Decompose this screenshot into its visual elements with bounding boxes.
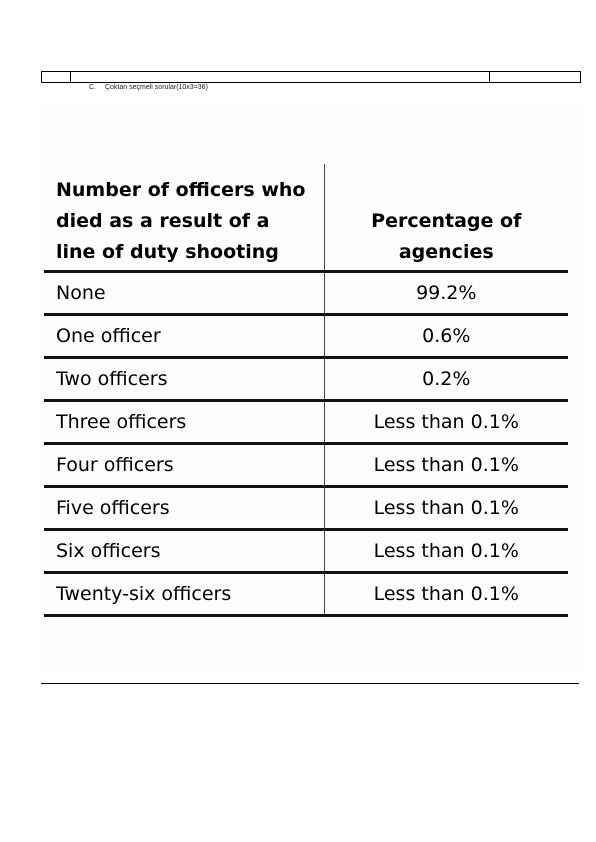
table-row: Six officers Less than 0.1% xyxy=(44,529,568,574)
row-category: Five officers xyxy=(44,486,325,531)
bottom-divider xyxy=(41,683,579,684)
table-header-row: Number of officers who died as a result … xyxy=(44,164,568,273)
table-row: None 99.2% xyxy=(44,271,568,316)
exam-header-table xyxy=(41,71,581,83)
header-cell-number xyxy=(41,71,71,83)
table-row: One officer 0.6% xyxy=(44,314,568,359)
table-row: Five officers Less than 0.1% xyxy=(44,486,568,531)
section-number: C. xyxy=(89,84,96,91)
section-title: Çoktan seçmeli sorular(10x3=36) xyxy=(105,84,208,91)
row-category: Twenty-six officers xyxy=(44,572,325,617)
row-value: Less than 0.1% xyxy=(324,486,568,531)
row-category: Six officers xyxy=(44,529,325,574)
row-value: Less than 0.1% xyxy=(324,400,568,445)
row-value: Less than 0.1% xyxy=(324,572,568,617)
section-heading: C. Çoktan seçmeli sorular(10x3=36) xyxy=(89,84,208,91)
table-row: Four officers Less than 0.1% xyxy=(44,443,568,488)
officer-deaths-table: Number of officers who died as a result … xyxy=(44,164,568,617)
table-figure: Number of officers who died as a result … xyxy=(40,103,580,673)
row-category: None xyxy=(44,271,325,316)
row-value: 99.2% xyxy=(324,271,568,316)
header-cell-score xyxy=(489,71,581,83)
row-value: 0.6% xyxy=(324,314,568,359)
row-value: 0.2% xyxy=(324,357,568,402)
row-category: Four officers xyxy=(44,443,325,488)
table-row: Two officers 0.2% xyxy=(44,357,568,402)
table-row: Three officers Less than 0.1% xyxy=(44,400,568,445)
row-value: Less than 0.1% xyxy=(324,529,568,574)
row-category: One officer xyxy=(44,314,325,359)
row-category: Two officers xyxy=(44,357,325,402)
column-header-percentage: Percentage of agencies xyxy=(324,164,568,273)
row-value: Less than 0.1% xyxy=(324,443,568,488)
table-row: Twenty-six officers Less than 0.1% xyxy=(44,572,568,617)
column-header-officers: Number of officers who died as a result … xyxy=(44,164,325,273)
header-cell-question xyxy=(70,71,490,83)
row-category: Three officers xyxy=(44,400,325,445)
